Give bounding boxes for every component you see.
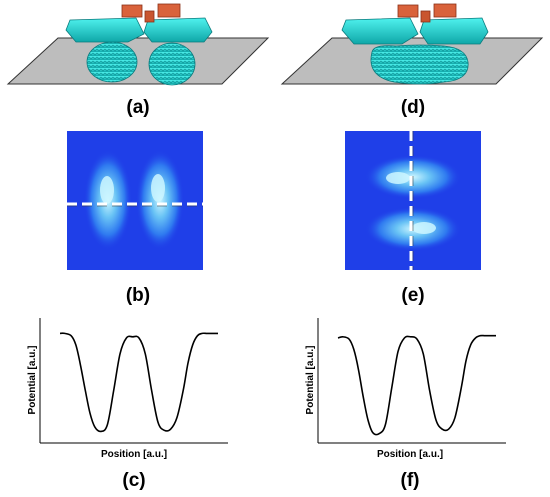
electrode-right [419,17,489,45]
potential-curve [59,332,218,433]
dot-core-bottom [412,222,436,234]
gate-left [397,4,419,18]
electrode-left [65,17,145,43]
panel-d-device [280,3,544,85]
gate-center [144,10,155,23]
substrate-plane [6,37,270,85]
panel-label-e: (e) [401,285,424,306]
dot-core-right [151,174,165,202]
x-axis-label: Position [a.u.] [101,449,167,460]
x-axis-label: Position [a.u.] [377,449,443,460]
dot-core-left [100,176,114,204]
panel-e-map [345,131,481,270]
panel-label-c: (c) [122,470,145,491]
panel-b-map [67,131,203,270]
panel-c-chart: Position [a.u.] Potential [a.u.] [27,318,228,460]
gate-left [121,4,143,18]
electrode-left [341,17,419,45]
y-axis-label: Potential [a.u.] [27,346,38,415]
quantum-dot-left [86,41,138,83]
panel-label-b: (b) [126,285,150,306]
panel-label-a: (a) [126,97,149,118]
gate-right [433,3,457,18]
panel-label-f: (f) [401,470,420,491]
panel-f-chart: Position [a.u.] Potential [a.u.] [305,318,506,460]
dot-core-top [386,172,410,184]
gate-center [420,10,431,23]
panel-a-device [6,3,270,86]
potential-curve [337,334,496,436]
electrode-right [143,17,213,43]
y-axis-label: Potential [a.u.] [305,346,316,415]
gate-right [157,3,181,18]
quantum-dot-right [148,42,196,86]
panel-label-d: (d) [401,97,425,118]
quantum-dot-merged [370,44,469,85]
